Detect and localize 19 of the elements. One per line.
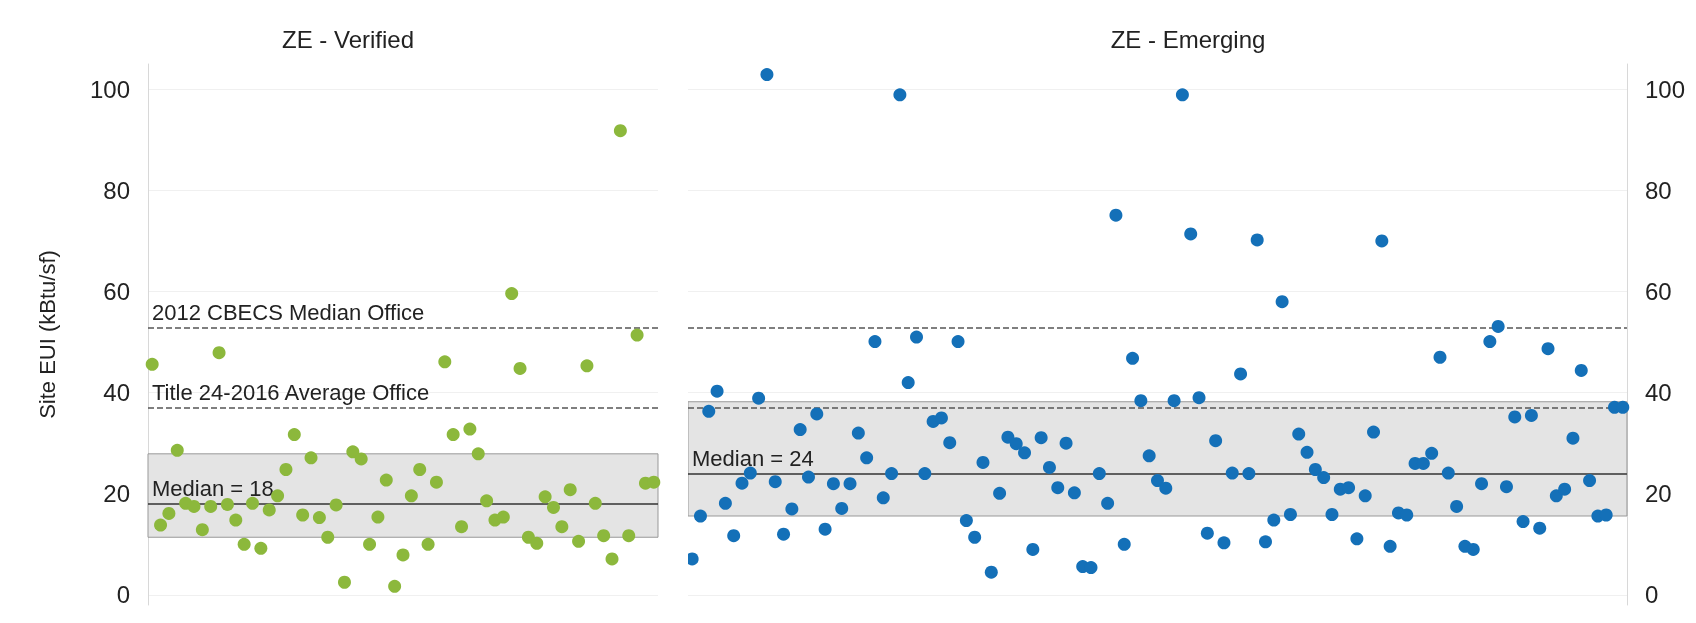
ref-line-label: Median = 18 <box>152 476 274 502</box>
chart-title: ZE - Verified <box>281 25 415 53</box>
ref-line-label: Title 24-2016 Average Office <box>152 379 430 405</box>
y-tick-label: 20 <box>1644 480 1672 508</box>
y-tick-label: 100 <box>1644 75 1685 103</box>
ref-line-label: Median = 24 <box>692 446 814 472</box>
y-tick-label: 20 <box>103 480 130 508</box>
chart-title: ZE - Emerging <box>1110 25 1266 53</box>
y-tick-label: 40 <box>103 379 130 407</box>
y-tick-label: 0 <box>1644 581 1659 609</box>
y-tick-label: 80 <box>1644 176 1672 204</box>
y-axis-title: Site EUI (kBtu/sf) <box>34 250 60 419</box>
y-tick-label: 40 <box>1644 379 1672 407</box>
ref-line-label: 2012 CBECS Median Office <box>152 299 425 325</box>
y-tick-label: 100 <box>89 75 130 103</box>
y-tick-label: 80 <box>103 176 130 204</box>
y-tick-label: 0 <box>116 581 130 609</box>
y-tick-label: 60 <box>103 278 130 306</box>
y-tick-label: 60 <box>1644 278 1672 306</box>
